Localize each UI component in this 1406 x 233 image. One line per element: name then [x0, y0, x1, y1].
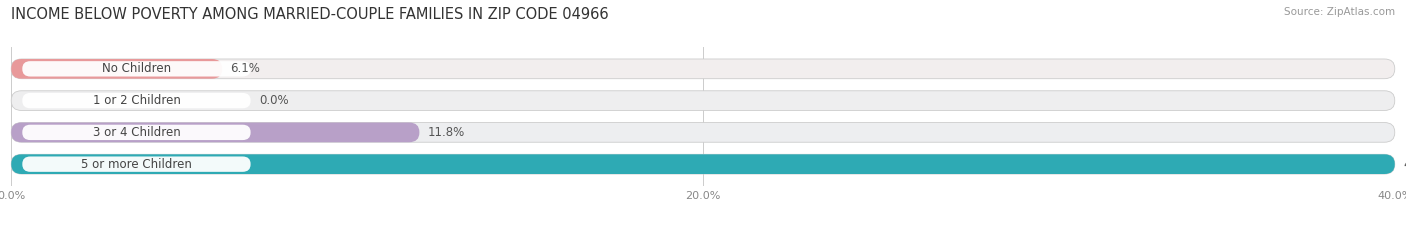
Text: 3 or 4 Children: 3 or 4 Children — [93, 126, 180, 139]
FancyBboxPatch shape — [11, 59, 222, 79]
Text: INCOME BELOW POVERTY AMONG MARRIED-COUPLE FAMILIES IN ZIP CODE 04966: INCOME BELOW POVERTY AMONG MARRIED-COUPL… — [11, 7, 609, 22]
FancyBboxPatch shape — [22, 61, 250, 76]
Text: No Children: No Children — [101, 62, 172, 75]
Text: 5 or more Children: 5 or more Children — [82, 158, 191, 171]
Text: 0.0%: 0.0% — [259, 94, 288, 107]
Text: 11.8%: 11.8% — [427, 126, 465, 139]
FancyBboxPatch shape — [11, 154, 1395, 174]
Text: 6.1%: 6.1% — [231, 62, 260, 75]
FancyBboxPatch shape — [11, 154, 1395, 174]
FancyBboxPatch shape — [11, 123, 1395, 142]
FancyBboxPatch shape — [22, 157, 250, 172]
FancyBboxPatch shape — [22, 125, 250, 140]
FancyBboxPatch shape — [22, 93, 250, 108]
Text: Source: ZipAtlas.com: Source: ZipAtlas.com — [1284, 7, 1395, 17]
FancyBboxPatch shape — [11, 91, 1395, 110]
FancyBboxPatch shape — [11, 123, 419, 142]
FancyBboxPatch shape — [11, 59, 1395, 79]
Text: 1 or 2 Children: 1 or 2 Children — [93, 94, 180, 107]
Text: 40.0%: 40.0% — [1403, 158, 1406, 171]
